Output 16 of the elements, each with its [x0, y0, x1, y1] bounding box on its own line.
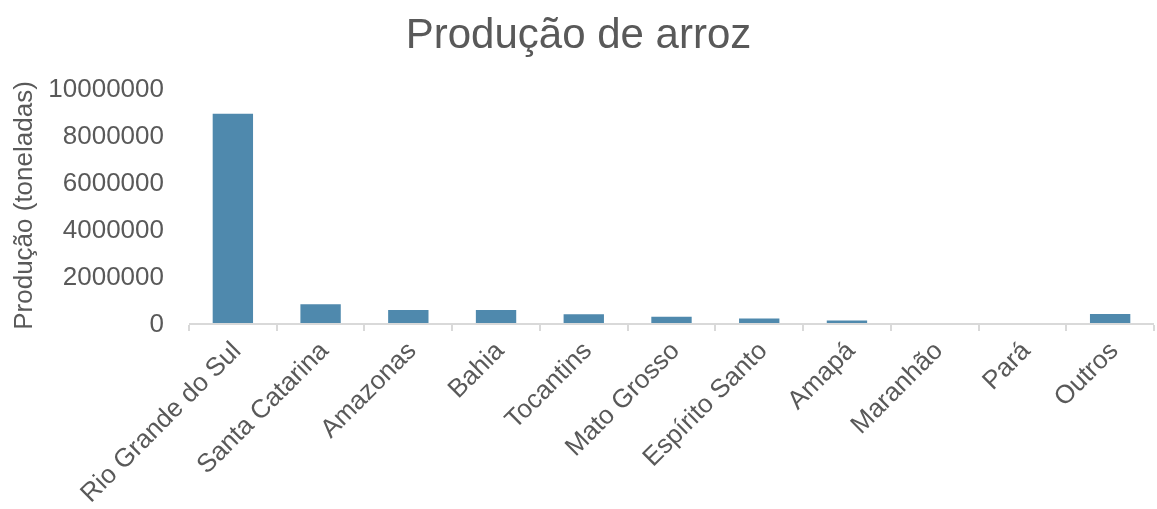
- bar: [826, 320, 868, 323]
- y-tick-label: 4000000: [62, 214, 164, 245]
- bar: [563, 314, 604, 323]
- bar: [475, 310, 517, 323]
- y-axis-title: Produção (toneladas): [7, 81, 38, 330]
- y-tick-label: 8000000: [62, 120, 164, 151]
- y-tick-label: 2000000: [62, 261, 164, 292]
- bar: [651, 316, 692, 323]
- bar: [300, 304, 341, 323]
- y-tick-label: 0: [149, 308, 164, 339]
- bar: [212, 113, 254, 323]
- chart-title: Produção de arroz: [405, 9, 752, 57]
- bar: [388, 310, 429, 323]
- y-tick-label: 10000000: [48, 73, 164, 104]
- y-tick-label: 6000000: [62, 167, 164, 198]
- bar: [1089, 314, 1131, 323]
